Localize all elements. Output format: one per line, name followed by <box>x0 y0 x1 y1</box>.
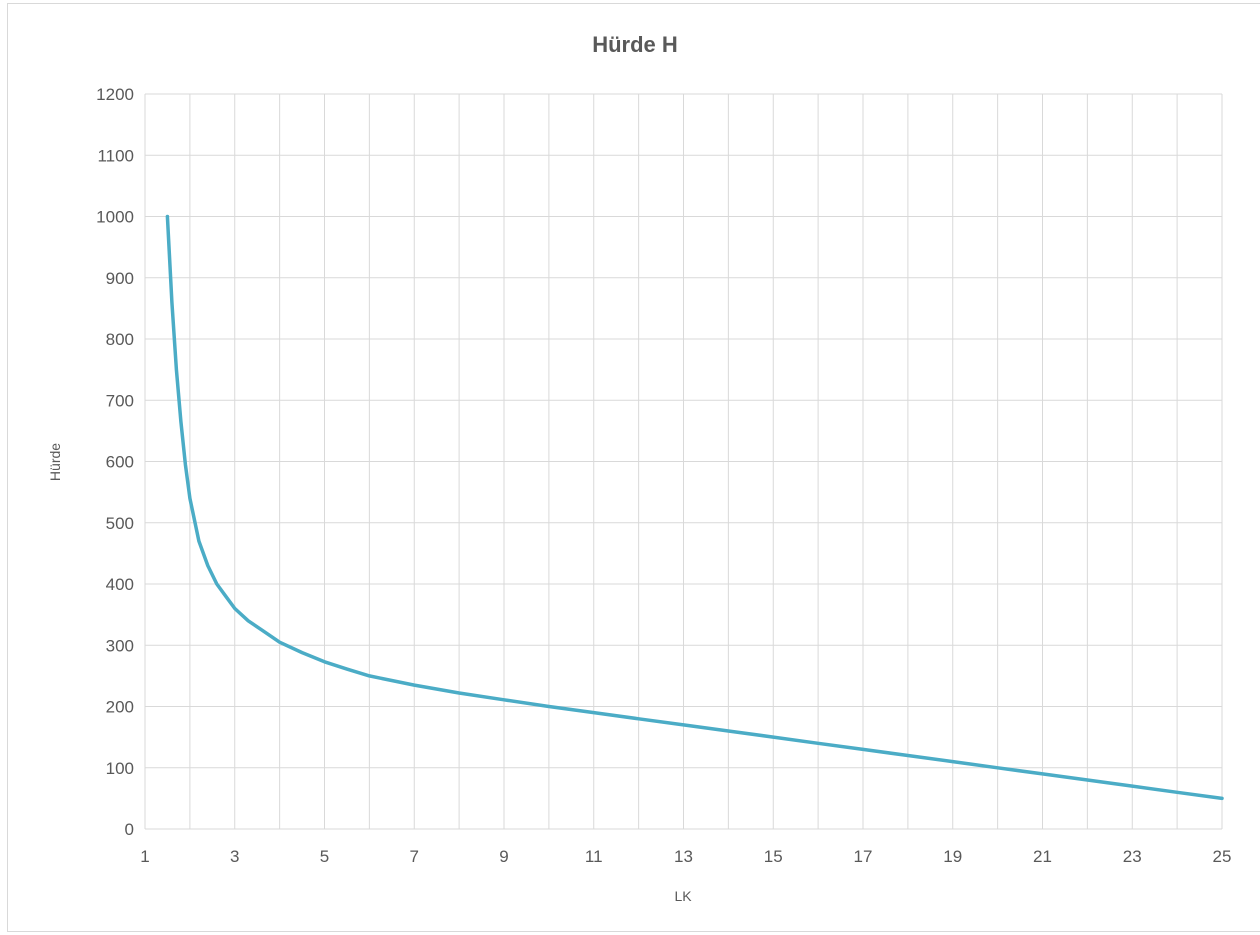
x-tick-label: 21 <box>1033 847 1052 866</box>
x-tick-label: 13 <box>674 847 693 866</box>
x-tick-label: 1 <box>140 847 149 866</box>
x-tick-label: 5 <box>320 847 329 866</box>
y-axis-label: Hürde <box>47 443 63 481</box>
x-tick-label: 9 <box>499 847 508 866</box>
y-tick-label: 1200 <box>96 85 134 104</box>
y-axis-ticks: 0 100 200 300 400 500 600 700 800 900 1000 1100 1200 <box>96 85 134 839</box>
y-tick-label: 800 <box>106 330 134 349</box>
x-tick-label: 25 <box>1213 847 1232 866</box>
y-tick-label: 400 <box>106 575 134 594</box>
x-tick-label: 15 <box>764 847 783 866</box>
y-tick-label: 1100 <box>97 146 134 165</box>
x-tick-label: 23 <box>1123 847 1142 866</box>
chart-title: Hürde H <box>592 32 678 57</box>
y-tick-label: 200 <box>106 698 134 717</box>
series-line <box>165 214 1224 801</box>
x-tick-label: 17 <box>854 847 873 866</box>
y-tick-label: 1000 <box>96 208 134 227</box>
x-tick-label: 19 <box>943 847 962 866</box>
grid <box>144 93 1223 830</box>
x-axis-label: LK <box>674 888 692 904</box>
y-tick-label: 300 <box>106 636 134 655</box>
x-tick-label: 7 <box>410 847 419 866</box>
y-tick-label: 900 <box>106 269 134 288</box>
x-tick-label: 11 <box>585 847 603 866</box>
x-axis-ticks: 1 3 5 7 9 11 13 15 17 19 21 23 25 <box>140 847 1231 866</box>
y-tick-label: 600 <box>106 453 134 472</box>
series-group <box>165 214 1224 801</box>
chart-area <box>7 3 1260 932</box>
y-tick-label: 500 <box>106 514 134 533</box>
y-tick-label: 0 <box>125 820 134 839</box>
y-tick-label: 700 <box>106 391 134 410</box>
y-tick-label: 100 <box>106 759 134 778</box>
x-tick-label: 3 <box>230 847 239 866</box>
